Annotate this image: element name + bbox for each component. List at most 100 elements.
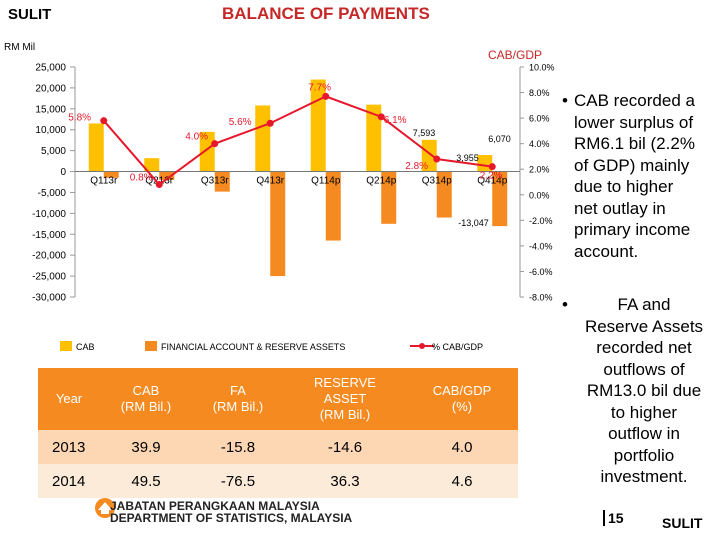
line-point	[433, 155, 441, 163]
th-cabgdp: CAB/GDP (%)	[406, 368, 518, 430]
data-label: 6,070	[488, 134, 511, 144]
x-tick-label: Q314p	[422, 176, 452, 187]
x-tick-label: Q114p	[311, 176, 341, 187]
table-header-row: Year CAB (RM Bil.) FA (RM Bil.) RESERVE ASS…	[38, 368, 518, 430]
cell-year: 2014	[38, 464, 100, 498]
y2-tick-label: -8.0%	[529, 293, 553, 303]
footer-line2: DEPARTMENT OF STATISTICS, MALAYSIA	[110, 511, 353, 525]
cell-reserve: 36.3	[284, 464, 406, 498]
th-reserve: RESERVE ASSET (RM Bil.)	[284, 368, 406, 430]
header-sulit-label: SULIT	[8, 6, 52, 23]
data-label: 3,955	[456, 153, 479, 163]
x-tick-label: Q213r	[145, 176, 173, 187]
legend-label-fa: FINANCIAL ACCOUNT & RESERVE ASSETS	[161, 342, 345, 352]
y2-tick-label: 8.0%	[529, 88, 550, 98]
line-point	[377, 113, 385, 121]
bar-fa	[270, 171, 286, 277]
data-label: 0.8%	[130, 173, 153, 184]
bar-fa	[159, 171, 175, 180]
legend-label-line: % CAB/GDP	[432, 342, 483, 352]
y2-tick-label: 0.0%	[529, 190, 550, 200]
series-cab-gdp-line	[102, 95, 493, 186]
y-tick-label: -25,000	[32, 272, 66, 283]
y-tick-label: 10,000	[35, 125, 66, 136]
bullet-fa: • FA and Reserve Assets recorded net outflo…	[562, 294, 714, 488]
bullet-line: portfolio	[613, 445, 675, 465]
y-tick-label: 5,000	[41, 146, 66, 157]
y-tick-label: 25,000	[35, 63, 66, 74]
legend-swatch-fa	[145, 341, 157, 351]
y2-tick-label: -4.0%	[529, 241, 553, 251]
data-label: 6.1%	[384, 115, 407, 126]
cell-reserve: -14.6	[284, 430, 406, 464]
bullet-line: RM6.1 bil (2.2%	[574, 134, 695, 153]
bullet-line: outflow in	[608, 424, 680, 443]
bullet-line: outflows of	[603, 359, 685, 379]
bullet-line: investment.	[600, 467, 688, 486]
data-label: 4.0%	[185, 132, 208, 143]
bar-fa	[214, 171, 230, 192]
data-label: 5.8%	[68, 113, 91, 124]
legend-label-cab: CAB	[76, 342, 95, 352]
cell-cabgdp: 4.6	[406, 464, 518, 498]
table-row: 2013 39.9 -15.8 -14.6 4.0	[38, 430, 518, 464]
summary-table: Year CAB (RM Bil.) FA (RM Bil.) RESERVE ASS…	[38, 368, 518, 498]
bar-fa	[436, 171, 452, 218]
bar-cab	[88, 123, 104, 172]
line-point	[211, 140, 219, 148]
y2-tick-label: 10.0%	[529, 63, 555, 73]
bullet-line: FA and	[617, 295, 671, 314]
cell-fa: -15.8	[192, 430, 284, 464]
page-number: 15	[603, 510, 624, 526]
bar-fa	[492, 171, 508, 227]
x-tick-label: Q413r	[256, 176, 284, 187]
balance-of-payments-chart: 25,000 20,000 15,000 10,000 5,000 0 -5,000 -10,…	[32, 63, 555, 353]
x-tick-label: Q313r	[201, 176, 229, 187]
legend-marker-line	[419, 343, 425, 349]
y-tick-label: -10,000	[32, 209, 66, 220]
bar-fa	[325, 171, 341, 241]
y-tick-label: -30,000	[32, 293, 66, 304]
y-tick-label: 0	[60, 167, 66, 178]
line-point	[100, 117, 108, 125]
line-point	[322, 92, 330, 100]
data-label: 7.7%	[308, 82, 331, 93]
bullet-line: account.	[574, 241, 639, 261]
footer-line1: JABATAN PERANGKAAN MALAYSIA	[110, 499, 320, 513]
x-tick-label: Q113r	[90, 176, 118, 187]
bar-fa	[381, 171, 397, 224]
th-cab: CAB (RM Bil.)	[100, 368, 192, 430]
bullet-line: net outlay in	[574, 198, 666, 218]
y2-tick-label: -6.0%	[529, 267, 553, 277]
x-tick-label: Q214p	[366, 176, 396, 187]
data-label: 5.6%	[229, 117, 252, 128]
cell-year: 2013	[38, 430, 100, 464]
y2-tick-label: 6.0%	[529, 114, 550, 124]
cell-fa: -76.5	[192, 464, 284, 498]
y-tick-label: 20,000	[35, 83, 66, 94]
bullet-dot-icon: •	[562, 295, 568, 314]
bullet-dot-icon: •	[562, 91, 568, 110]
bullet-line: Reserve Assets	[584, 316, 704, 336]
y2-tick-label: -2.0%	[529, 216, 553, 226]
bar-cab	[366, 104, 382, 172]
x-tick-label: Q414p	[477, 176, 507, 187]
data-label: -13,047	[458, 218, 489, 228]
bullet-line: RM13.0 bil due	[586, 381, 702, 400]
bullet-line: to higher	[610, 402, 678, 422]
bar-cab	[477, 155, 493, 172]
data-label: 7,593	[413, 128, 436, 138]
bar-cab	[144, 158, 160, 172]
bar-cab	[421, 139, 437, 172]
y-tick-label: 15,000	[35, 104, 66, 115]
right-axis-title: CAB/GDP	[488, 48, 543, 62]
unit-label: RM Mil	[4, 42, 36, 53]
line-point	[155, 181, 163, 189]
bullet-cab: • CAB recorded a lower surplus of RM6.1 bi…	[562, 90, 714, 262]
bullet-line: primary income	[574, 220, 691, 239]
data-label: 2.8%	[405, 161, 428, 172]
table-row: 2014 49.5 -76.5 36.3 4.6	[38, 464, 518, 498]
bar-cab	[255, 105, 271, 172]
footer-sulit-label: SULIT	[662, 515, 703, 531]
dosm-logo-icon	[95, 498, 115, 518]
